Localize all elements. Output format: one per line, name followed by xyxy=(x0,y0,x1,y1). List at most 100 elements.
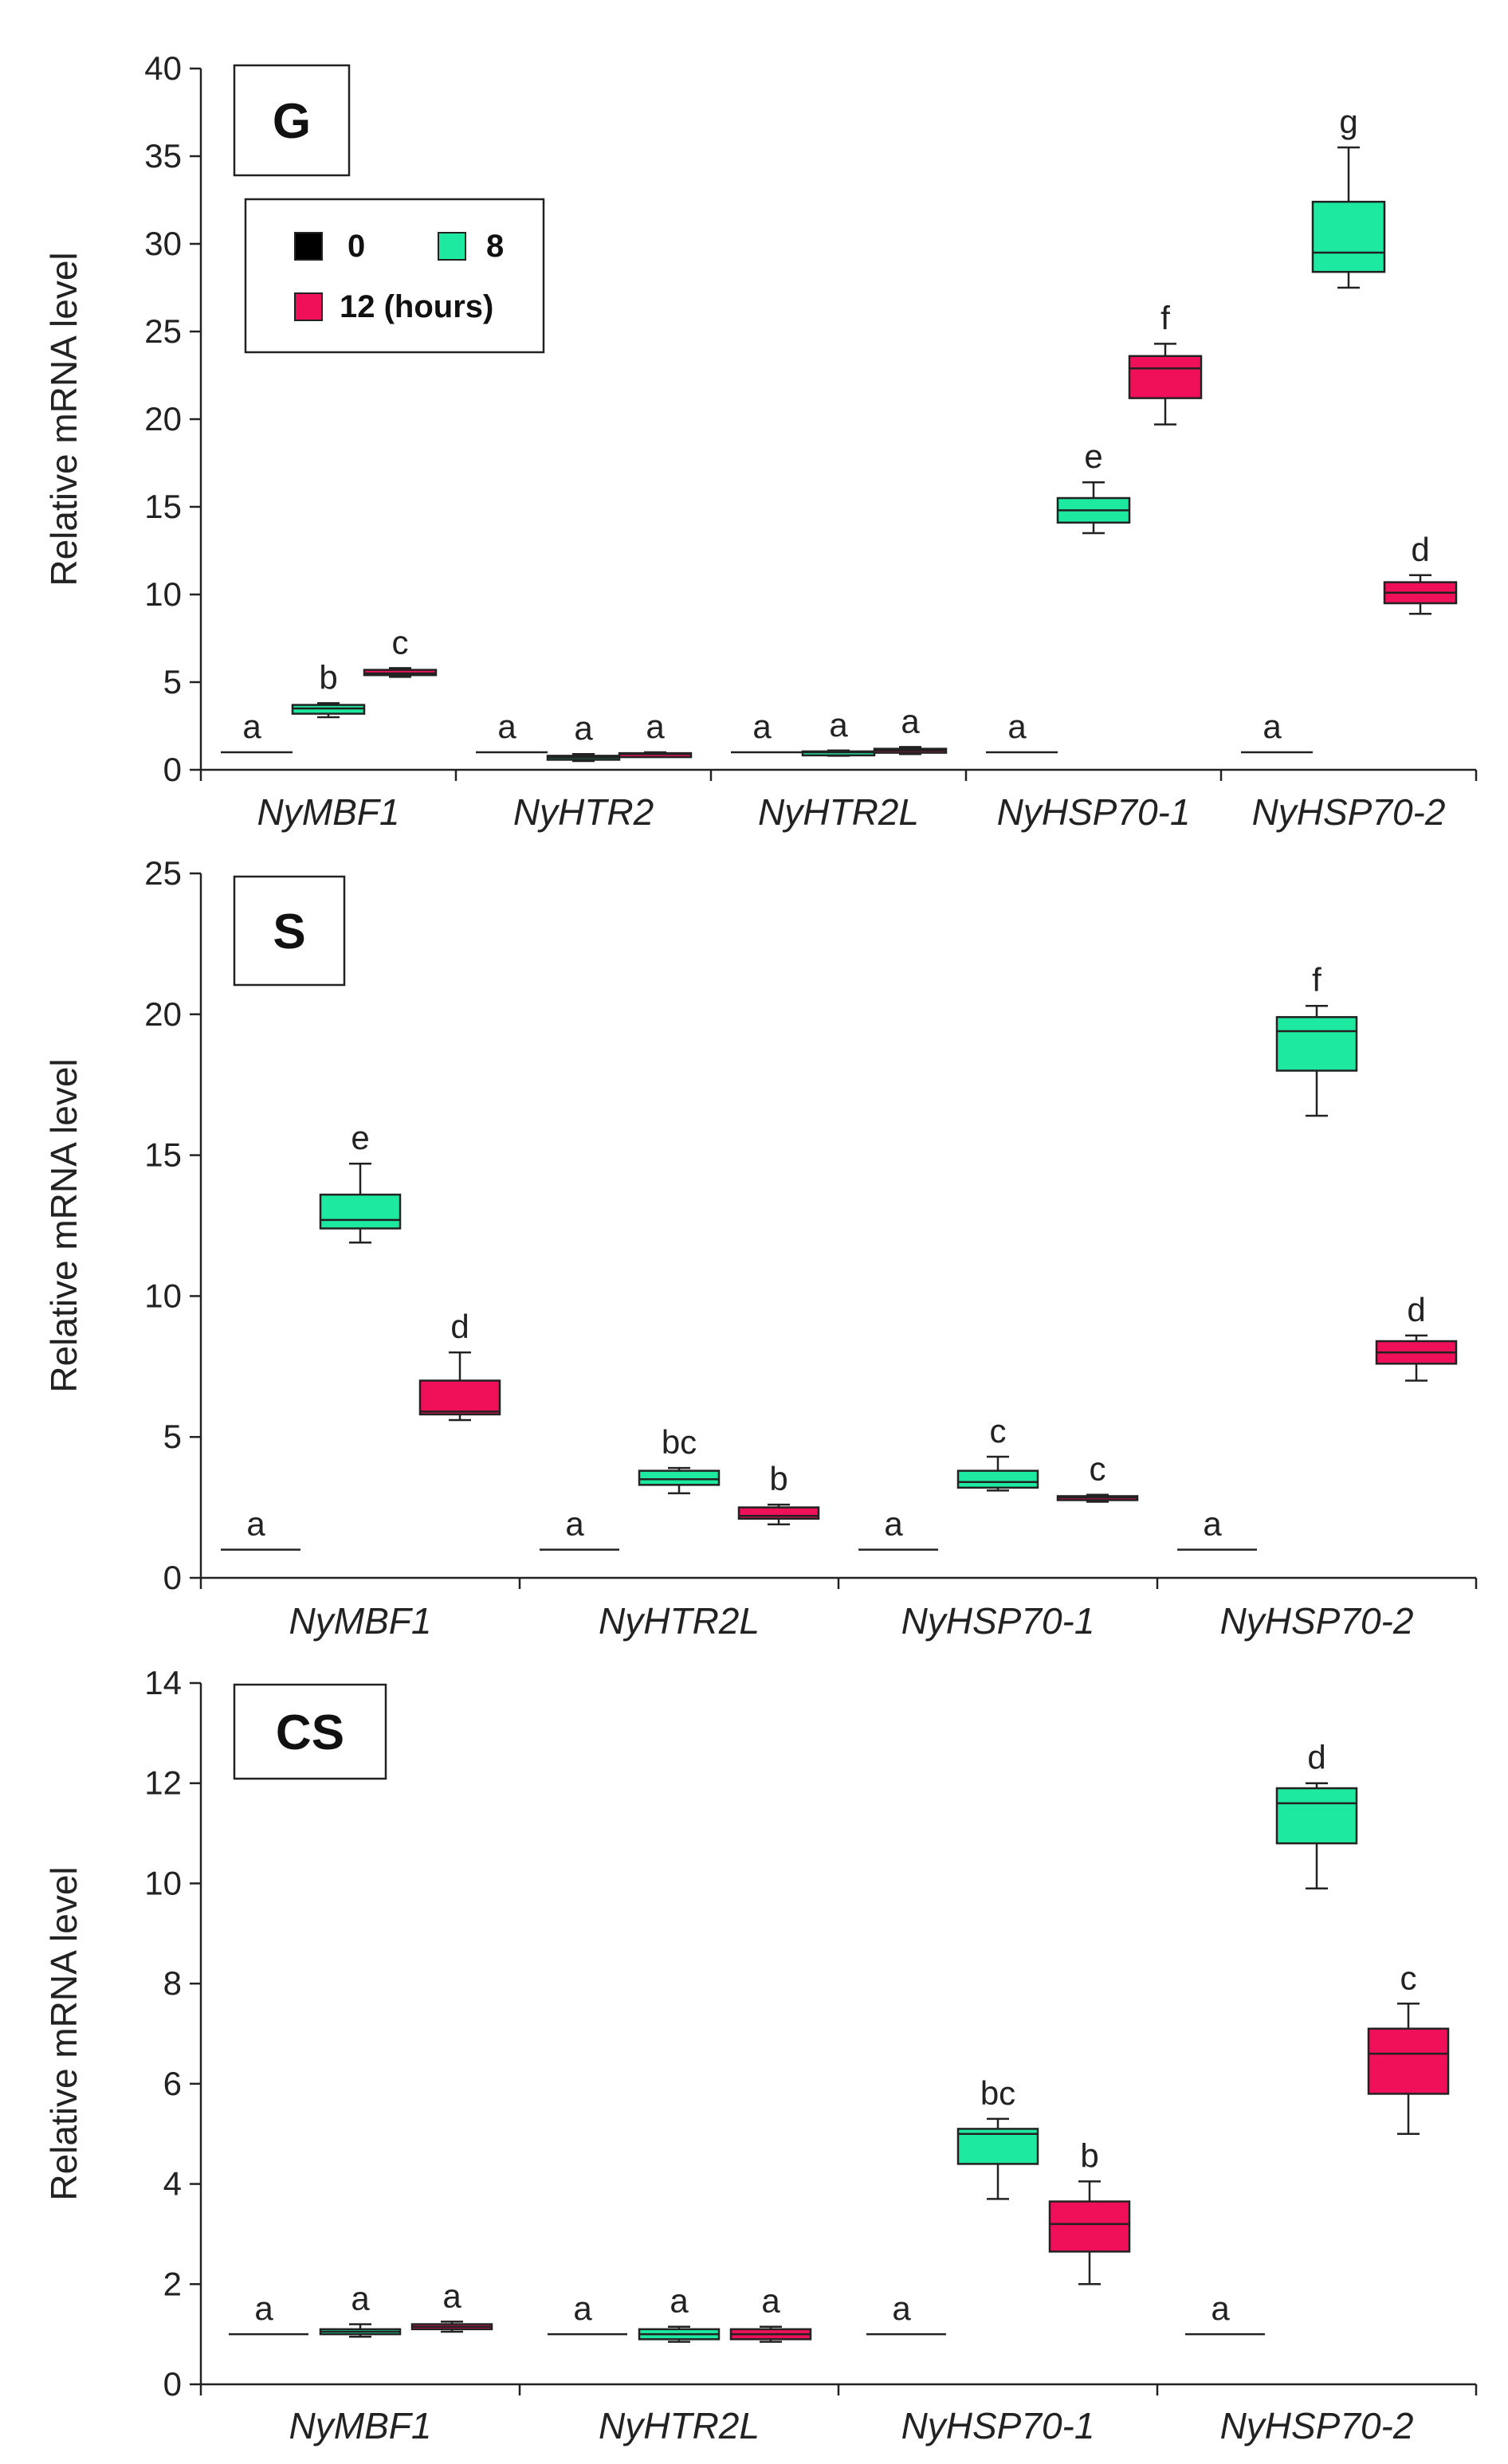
y-tick-label: 0 xyxy=(163,2365,182,2403)
gene-label: NyMBF1 xyxy=(257,791,400,833)
legend-label-0: 0 xyxy=(348,229,365,264)
significance-letter: a xyxy=(1007,708,1027,745)
gene-label: NyMBF1 xyxy=(289,1600,432,1642)
box-h12: a xyxy=(729,2282,812,2343)
y-tick-label: 6 xyxy=(163,2065,182,2102)
significance-letter: c xyxy=(1090,1450,1106,1488)
significance-letter: d xyxy=(450,1308,469,1345)
y-tick-label: 12 xyxy=(144,1764,182,1802)
y-tick-label: 10 xyxy=(144,1864,182,1901)
box-iqr xyxy=(1367,2027,1450,2095)
box-h8: a xyxy=(801,706,876,757)
legend-swatch-0 xyxy=(294,232,323,261)
chart-panel-cs: 0 2 4 6 8 10 12 14 Relative mRNA level NyMBF1 NyHT… xyxy=(43,1664,1478,2446)
box-h0: a xyxy=(1185,2289,1265,2336)
box-h12: b xyxy=(737,1460,820,1526)
box-h0: a xyxy=(1241,708,1313,754)
box-h8: b xyxy=(291,658,366,719)
panel-tag-box xyxy=(233,875,346,987)
significance-letter: a xyxy=(1263,708,1282,745)
box-h12: a xyxy=(618,708,693,759)
legend-label-12: 12 (hours) xyxy=(340,289,493,324)
significance-letter: a xyxy=(242,708,261,745)
box-h0: a xyxy=(866,2289,946,2336)
gene-label: NyHSP70-2 xyxy=(1220,1600,1414,1642)
box-h0: a xyxy=(1177,1505,1257,1551)
box-h8: g xyxy=(1311,103,1386,289)
box-h0: a xyxy=(858,1505,938,1551)
panel-tag: G xyxy=(273,94,311,149)
significance-letter: b xyxy=(319,658,337,696)
y-tick-label: 20 xyxy=(144,400,182,437)
significance-letter: d xyxy=(1407,1291,1425,1328)
significance-letter: a xyxy=(246,1505,265,1543)
significance-letter: bc xyxy=(662,1423,697,1461)
significance-letter: b xyxy=(769,1460,787,1497)
box-h12: c xyxy=(363,623,438,678)
box-h12: b xyxy=(1048,2136,1131,2285)
box-h12: c xyxy=(1367,1959,1450,2135)
y-tick-label: 5 xyxy=(163,1418,182,1455)
gene-label: NyHTR2L xyxy=(758,791,919,833)
box-h0: a xyxy=(476,708,548,754)
y-tick-label: 4 xyxy=(163,2165,182,2203)
y-tick-label: 10 xyxy=(144,1277,182,1314)
box-h8: f xyxy=(1275,961,1358,1117)
gene-label: NyMBF1 xyxy=(289,2405,432,2446)
panel-tag-box xyxy=(233,64,351,177)
y-tick-label: 15 xyxy=(144,1136,182,1174)
significance-letter: a xyxy=(565,1505,584,1543)
significance-letter: bc xyxy=(980,2074,1015,2112)
y-tick-label: 15 xyxy=(144,488,182,525)
significance-letter: a xyxy=(442,2277,461,2314)
gene-label: NyHSP70-2 xyxy=(1252,791,1446,833)
box-h8: a xyxy=(638,2282,721,2343)
box-iqr xyxy=(319,1193,402,1230)
box-iqr xyxy=(956,1469,1039,1489)
y-tick-label: 30 xyxy=(144,225,182,262)
box-h0: a xyxy=(731,708,803,754)
significance-letter: c xyxy=(1400,1959,1417,1996)
significance-letter: a xyxy=(646,708,665,745)
panel-tag: CS xyxy=(276,1705,344,1760)
significance-letter: d xyxy=(1411,531,1429,568)
box-iqr xyxy=(1048,2200,1131,2253)
y-tick-label: 5 xyxy=(163,663,182,700)
box-iqr xyxy=(1128,355,1203,399)
y-axis-label: Relative mRNA level xyxy=(43,1866,84,2200)
y-tick-label: 20 xyxy=(144,995,182,1033)
box-h0: a xyxy=(548,2289,627,2336)
box-h8: d xyxy=(1275,1739,1358,1889)
significance-letter: a xyxy=(254,2289,273,2327)
legend-box xyxy=(244,198,545,354)
significance-letter: a xyxy=(670,2282,689,2320)
significance-letter: a xyxy=(761,2282,780,2320)
legend-label-8: 8 xyxy=(486,229,504,264)
significance-letter: a xyxy=(573,2289,592,2327)
box-h12: a xyxy=(410,2277,493,2333)
gene-label: NyHSP70-1 xyxy=(997,791,1191,833)
legend-swatch-12 xyxy=(294,292,323,321)
significance-letter: a xyxy=(901,702,920,740)
significance-letter: c xyxy=(990,1412,1007,1450)
significance-letter: a xyxy=(884,1505,903,1543)
panel-tag: S xyxy=(273,904,305,959)
box-h0: a xyxy=(229,2289,308,2336)
box-h12: f xyxy=(1128,299,1203,426)
box-iqr xyxy=(1311,200,1386,273)
significance-letter: a xyxy=(574,709,593,747)
gene-label: NyHSP70-2 xyxy=(1220,2405,1414,2446)
gene-label: NyHSP70-1 xyxy=(901,1600,1095,1642)
box-iqr xyxy=(737,1506,820,1520)
gene-label: NyHTR2L xyxy=(599,1600,760,1642)
box-iqr xyxy=(1275,1787,1358,1845)
y-tick-label: 25 xyxy=(144,854,182,892)
box-h12: a xyxy=(873,702,948,755)
significance-letter: b xyxy=(1080,2136,1098,2174)
significance-letter: a xyxy=(829,706,848,744)
y-tick-label: 2 xyxy=(163,2265,182,2302)
gene-label: NyHTR2 xyxy=(513,791,654,833)
significance-letter: a xyxy=(1211,2289,1230,2327)
significance-letter: a xyxy=(752,708,772,745)
